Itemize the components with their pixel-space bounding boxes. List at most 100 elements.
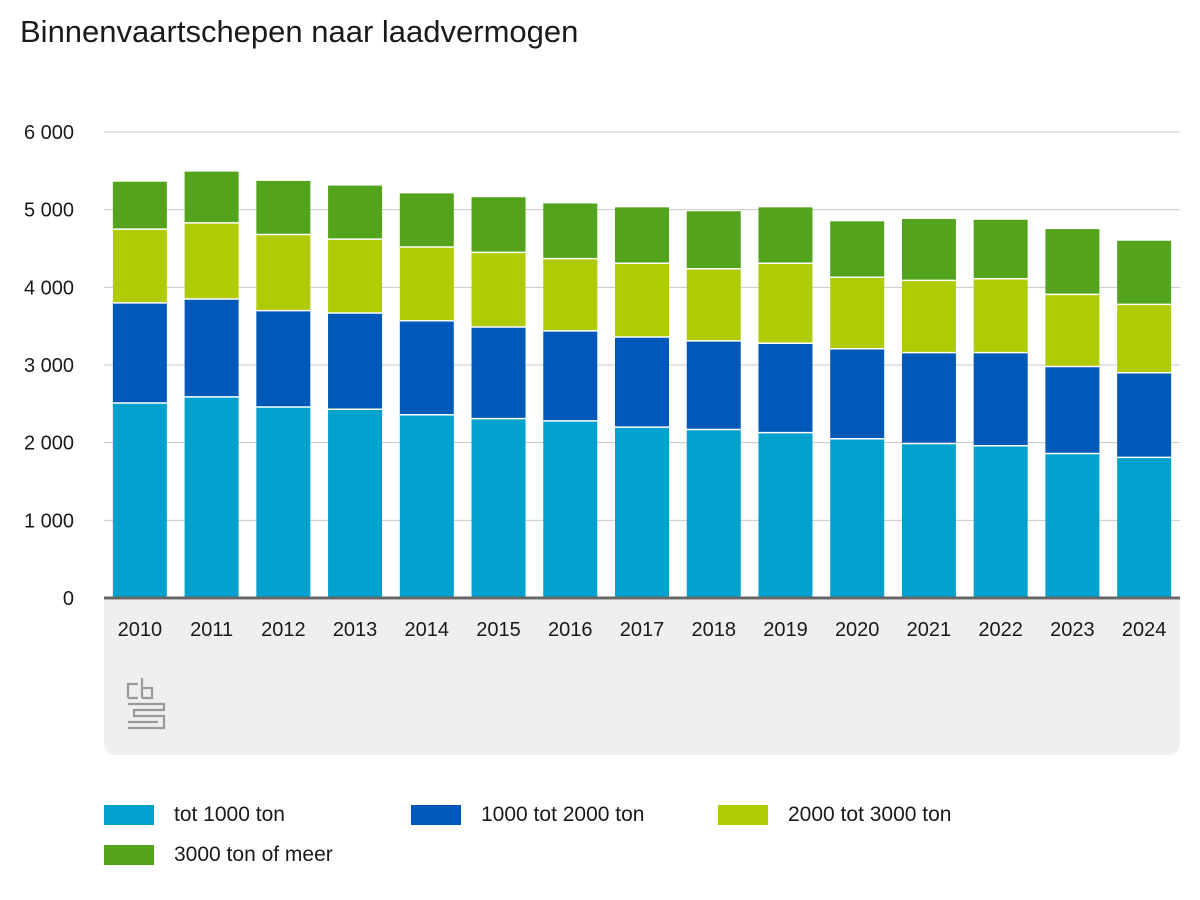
bar-segment-2020-series-2: [830, 277, 885, 349]
y-tick-label: 6 000: [24, 122, 74, 144]
legend-swatch: [104, 805, 154, 825]
legend-item-2000-tot-3000-ton: 2000 tot 3000 ton: [718, 800, 951, 830]
legend-item-1000-tot-2000-ton: 1000 tot 2000 ton: [411, 800, 644, 830]
bar-segment-2019-series-1: [758, 343, 813, 433]
bar-segment-2022-series-1: [973, 352, 1028, 446]
bar-segment-2014-series-2: [399, 246, 454, 321]
bar-segment-2019-series-3: [758, 207, 813, 264]
legend-label: 1000 tot 2000 ton: [481, 803, 645, 826]
bar-segment-2022-series-0: [973, 445, 1028, 598]
bar-segment-2012-series-1: [256, 310, 311, 407]
bar-segment-2016-series-1: [543, 330, 598, 421]
bar-segment-2020-series-1: [830, 348, 885, 439]
x-tick-label: 2010: [118, 619, 163, 641]
bar-segment-2015-series-3: [471, 197, 526, 253]
legend-swatch: [718, 805, 768, 825]
x-axis-ticks: 2010 2011 2012 2013 2014 2015 2016 2017 2018 2019…: [118, 619, 1167, 641]
bar-segment-2023-series-3: [1045, 229, 1100, 295]
stacked-bar-chart: 0 1 000 2 000 3 000 4 000 5 000 6 000 2010 2011…: [24, 122, 1180, 641]
bar-segment-2010-series-1: [112, 302, 167, 404]
bar-segment-2016-series-2: [543, 258, 598, 331]
legend-label: tot 1000 ton: [174, 803, 285, 826]
bar-segment-2017-series-3: [615, 207, 669, 264]
x-tick-label: 2017: [620, 619, 665, 641]
bar-segment-2013-series-1: [328, 312, 383, 410]
x-tick-label: 2018: [691, 619, 736, 641]
bar-segment-2024-series-0: [1117, 457, 1172, 598]
bar-segment-2010-series-3: [112, 181, 167, 230]
bars: [112, 171, 1172, 598]
bar-segment-2021-series-1: [901, 352, 956, 444]
bar-segment-2023-series-0: [1045, 453, 1100, 598]
cbs-logo-icon: [126, 678, 166, 730]
bar-segment-2023-series-2: [1045, 294, 1100, 367]
y-tick-label: 5 000: [24, 200, 74, 222]
x-tick-label: 2023: [1050, 619, 1095, 641]
bar-segment-2016-series-0: [543, 420, 598, 598]
bar-segment-2011-series-2: [184, 222, 239, 299]
x-tick-label: 2014: [405, 619, 450, 641]
y-tick-label: 4 000: [24, 277, 74, 299]
bar-segment-2010-series-2: [112, 229, 167, 303]
legend: tot 1000 ton 1000 tot 2000 ton 2000 tot …: [104, 800, 1180, 880]
bar-segment-2017-series-0: [615, 427, 669, 598]
y-axis-ticks: 0 1 000 2 000 3 000 4 000 5 000 6 000: [24, 122, 74, 610]
x-tick-label: 2011: [190, 619, 233, 641]
bar-segment-2014-series-3: [399, 193, 454, 247]
bar-segment-2016-series-3: [543, 203, 598, 259]
bar-segment-2021-series-2: [901, 280, 956, 353]
bar-segment-2015-series-0: [471, 418, 526, 598]
bar-segment-2013-series-0: [328, 409, 383, 598]
bar-segment-2020-series-3: [830, 221, 885, 278]
x-axis-panel: [104, 600, 1180, 755]
bar-segment-2011-series-3: [184, 171, 239, 223]
legend-label: 3000 ton of meer: [174, 843, 333, 866]
legend-item-tot-1000-ton: tot 1000 ton: [104, 800, 285, 830]
bar-segment-2023-series-1: [1045, 366, 1100, 454]
bar-segment-2021-series-0: [901, 443, 956, 598]
x-tick-label: 2020: [835, 619, 880, 641]
bar-segment-2024-series-1: [1117, 372, 1172, 458]
bar-segment-2024-series-3: [1117, 240, 1172, 305]
bar-segment-2013-series-3: [328, 185, 383, 240]
x-tick-label: 2015: [476, 619, 521, 641]
bar-segment-2024-series-2: [1117, 304, 1172, 373]
bar-segment-2020-series-0: [830, 438, 885, 598]
bar-segment-2012-series-0: [256, 406, 311, 598]
bar-segment-2011-series-1: [184, 298, 239, 397]
bar-segment-2012-series-3: [256, 180, 311, 235]
bar-segment-2022-series-2: [973, 278, 1028, 353]
bar-segment-2010-series-0: [112, 403, 167, 598]
x-tick-label: 2021: [907, 619, 952, 641]
y-tick-label: 3 000: [24, 355, 74, 377]
y-tick-label: 1 000: [24, 510, 74, 532]
bar-segment-2018-series-2: [686, 268, 741, 341]
x-tick-label: 2024: [1122, 619, 1167, 641]
y-tick-label: 2 000: [24, 433, 74, 455]
bar-segment-2015-series-1: [471, 326, 526, 419]
bar-segment-2021-series-3: [901, 218, 956, 281]
x-tick-label: 2012: [261, 619, 306, 641]
bar-segment-2018-series-1: [686, 340, 741, 430]
bar-segment-2017-series-2: [615, 263, 669, 338]
legend-label: 2000 tot 3000 ton: [788, 803, 952, 826]
chart-title: Binnenvaartschepen naar laadvermogen: [20, 14, 579, 49]
x-tick-label: 2022: [978, 619, 1023, 641]
bar-segment-2013-series-2: [328, 239, 383, 313]
legend-swatch: [411, 805, 461, 825]
x-tick-label: 2013: [333, 619, 378, 641]
bar-segment-2019-series-2: [758, 263, 813, 344]
bar-segment-2018-series-0: [686, 429, 741, 598]
legend-item-3000-ton-of-meer: 3000 ton of meer: [104, 840, 333, 870]
bar-segment-2014-series-0: [399, 414, 454, 598]
legend-swatch: [104, 845, 154, 865]
bar-segment-2014-series-1: [399, 320, 454, 415]
bar-segment-2011-series-0: [184, 396, 239, 598]
bar-segment-2019-series-0: [758, 432, 813, 598]
bar-segment-2017-series-1: [615, 337, 669, 428]
bar-segment-2012-series-2: [256, 234, 311, 311]
bar-segment-2015-series-2: [471, 252, 526, 327]
y-tick-label: 0: [63, 588, 74, 610]
x-tick-label: 2019: [763, 619, 808, 641]
bar-segment-2022-series-3: [973, 219, 1028, 279]
